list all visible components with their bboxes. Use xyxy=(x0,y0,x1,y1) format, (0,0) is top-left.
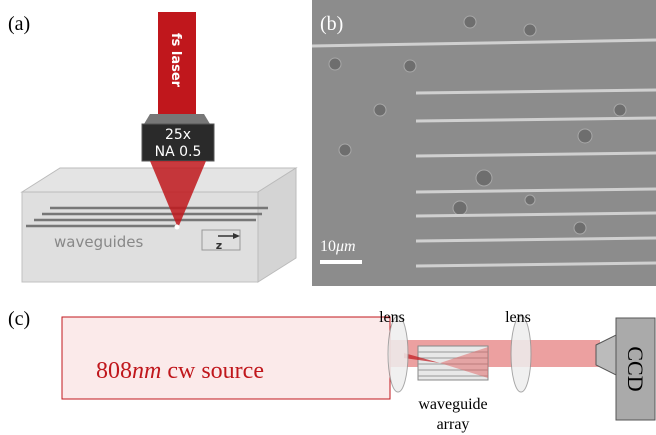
scale-bar xyxy=(320,260,362,264)
panel-label: (c) xyxy=(8,308,30,330)
panel-label: (b) xyxy=(320,13,343,35)
laser-beam xyxy=(158,12,196,114)
laser-focus xyxy=(150,161,206,228)
focal-spot xyxy=(174,224,180,230)
scale-number: 10 xyxy=(320,238,336,255)
axis-label: z xyxy=(216,239,222,252)
source-unit: nm xyxy=(132,358,161,384)
objective-na: NA 0.5 xyxy=(155,144,202,160)
lens xyxy=(387,315,409,393)
axis-box xyxy=(201,229,241,251)
source-text: cw source xyxy=(161,358,264,384)
source-number: 808 xyxy=(96,358,132,384)
objective-top xyxy=(144,114,210,124)
objective-mag: 25x xyxy=(165,127,191,143)
array-label: array xyxy=(437,416,470,433)
lens-label: lens xyxy=(379,309,405,326)
waveguide-lines xyxy=(26,206,268,228)
lens xyxy=(510,315,532,393)
objective xyxy=(141,123,215,162)
waveguides-label: waveguides xyxy=(54,233,144,251)
scale-unit: μm xyxy=(335,238,356,255)
source-box xyxy=(61,316,391,400)
coupled-beam xyxy=(404,353,440,363)
ccd-label: CCD xyxy=(623,346,648,391)
particles xyxy=(328,15,627,235)
array-label: waveguide xyxy=(418,396,487,413)
lens-label: lens xyxy=(505,309,531,326)
ccd xyxy=(615,317,656,421)
scale-label: 10μm xyxy=(320,238,356,255)
source-label: 808nm cw source xyxy=(96,358,264,384)
laser-label: fs laser xyxy=(168,33,183,88)
panel-label: (a) xyxy=(8,13,30,35)
output-beam xyxy=(440,347,488,378)
written-waveguides xyxy=(311,38,656,268)
axis-arrowhead xyxy=(233,233,240,239)
